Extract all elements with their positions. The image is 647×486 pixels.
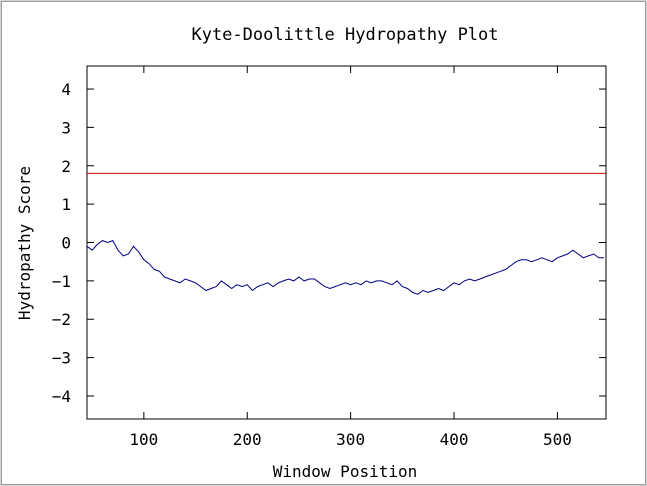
x-axis-label: Window Position: [273, 462, 418, 481]
y-tick-label: −1: [52, 272, 71, 291]
hydropathy-series-line: [86, 239, 604, 295]
x-tick-label: 500: [543, 430, 572, 449]
plot-area: [86, 65, 607, 420]
x-tick-label: 400: [440, 430, 469, 449]
y-tick-label: −3: [52, 349, 71, 368]
axis-tick-labels: 100 200 300 400 500 4 3 2 1 0 −1 −2 −3 −4: [52, 80, 572, 449]
x-tick-label: 100: [129, 430, 158, 449]
y-tick-label: 0: [61, 234, 71, 253]
x-tick-label: 300: [336, 430, 365, 449]
y-tick-label: −2: [52, 310, 71, 329]
axis-ticks: [87, 66, 606, 419]
y-tick-label: 3: [61, 118, 71, 137]
y-tick-label: 2: [61, 157, 71, 176]
x-tick-label: 200: [233, 430, 262, 449]
y-tick-label: 1: [61, 195, 71, 214]
chart-title: Kyte-Doolittle Hydropathy Plot: [191, 25, 498, 45]
y-tick-label: 4: [61, 80, 71, 99]
y-tick-label: −4: [52, 387, 71, 406]
y-axis-label: Hydropathy Score: [15, 166, 34, 320]
